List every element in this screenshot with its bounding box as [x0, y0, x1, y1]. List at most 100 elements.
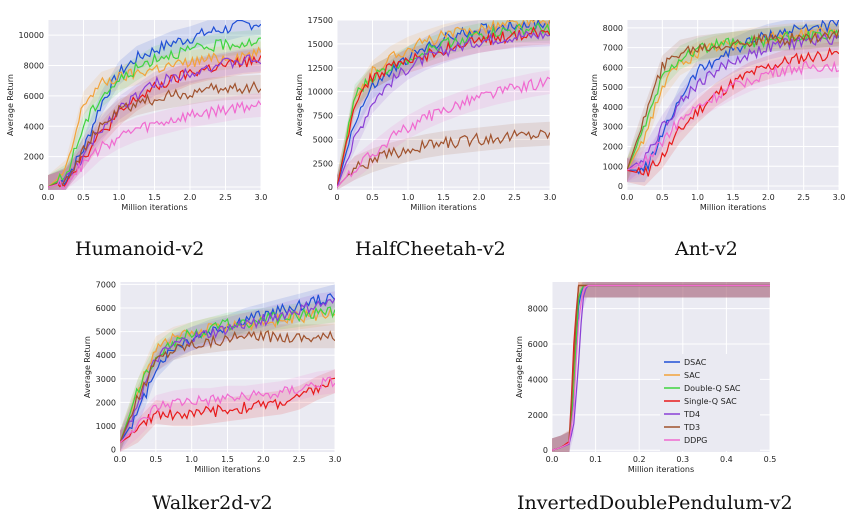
- series-band: [120, 369, 335, 452]
- x-tick-label: 0.2: [633, 455, 646, 464]
- y-tick-label: 7000: [96, 280, 116, 289]
- series-line: [337, 20, 550, 188]
- x-tick-label: 0.5: [366, 193, 379, 202]
- y-axis-label: Average Return: [515, 336, 524, 398]
- x-tick-label: 1.5: [148, 193, 161, 202]
- series-band: [337, 70, 550, 190]
- series-line: [552, 284, 770, 451]
- x-tick-label: 1.5: [437, 193, 450, 202]
- series-band: [48, 93, 261, 190]
- series-line: [120, 293, 335, 443]
- legend-label: Single-Q SAC: [684, 397, 737, 406]
- series-line: [120, 306, 335, 443]
- series-band: [552, 282, 770, 452]
- x-tick-label: 0.0: [621, 193, 634, 202]
- series-line: [48, 37, 261, 188]
- y-tick-label: 1000: [603, 162, 623, 171]
- x-axis-label: Million iterations: [700, 203, 766, 212]
- series-band: [337, 20, 550, 190]
- series-band: [627, 41, 839, 187]
- x-axis-label: Million iterations: [410, 203, 476, 212]
- series-group: [337, 20, 550, 190]
- series-line: [120, 307, 335, 443]
- series-band: [337, 20, 550, 190]
- series-line: [337, 30, 550, 188]
- y-tick-label: 3000: [603, 123, 623, 132]
- y-tick-label: 2000: [603, 143, 623, 152]
- y-axis-label: Average Return: [6, 74, 15, 136]
- x-tick-label: 2.0: [257, 455, 270, 464]
- x-tick-label: 3.0: [255, 193, 268, 202]
- series-group: [627, 20, 839, 187]
- x-tick-label: 0.5: [77, 193, 90, 202]
- y-axis-label: Average Return: [83, 336, 92, 398]
- y-tick-label: 5000: [96, 328, 116, 337]
- subplot-2: 0.0 0.5 1.0 1.5 2.0 2.5 3.0 0 1000 2000 3000 4000 50…: [590, 20, 846, 212]
- x-tick-label: 0.1: [589, 455, 602, 464]
- y-axis-label: Average Return: [590, 74, 599, 136]
- legend-label: TD3: [683, 423, 700, 432]
- subplot-1: 0 0.5 1.0 1.5 2.0 2.5 3.0 0 2500 5000 7500 10000 125…: [295, 16, 556, 212]
- series-band: [120, 298, 335, 452]
- series-line: [48, 80, 261, 188]
- y-tick-label: 5000: [313, 135, 333, 144]
- series-line: [48, 46, 261, 188]
- series-line: [48, 20, 261, 188]
- x-tick-label: 0.5: [149, 455, 162, 464]
- x-tick-label: 2.5: [508, 193, 521, 202]
- series-line: [627, 29, 839, 171]
- y-tick-label: 17500: [308, 16, 333, 25]
- y-tick-label: 4000: [96, 351, 116, 360]
- series-band: [337, 20, 550, 190]
- series-band: [120, 300, 335, 452]
- x-tick-label: 2.0: [762, 193, 775, 202]
- y-tick-label: 2000: [24, 153, 44, 162]
- x-tick-label: 1.5: [727, 193, 740, 202]
- y-tick-label: 0: [111, 446, 116, 455]
- x-tick-label: 2.5: [219, 193, 232, 202]
- y-tick-label: 0: [543, 446, 548, 455]
- x-tick-label: 0.0: [546, 455, 559, 464]
- y-tick-label: 6000: [603, 63, 623, 72]
- y-tick-label: 7000: [603, 44, 623, 53]
- x-tick-label: 2.5: [797, 193, 810, 202]
- x-tick-label: 1.0: [691, 193, 704, 202]
- y-axis-label: Average Return: [295, 74, 304, 136]
- series-line: [337, 129, 550, 188]
- y-tick-label: 7500: [313, 112, 333, 121]
- x-tick-label: 0.0: [114, 455, 127, 464]
- y-tick-label: 0: [328, 183, 333, 192]
- legend-label: TD4: [683, 410, 700, 419]
- y-tick-label: 15000: [308, 40, 333, 49]
- y-tick-label: 2000: [96, 398, 116, 407]
- x-tick-label: 1.5: [221, 455, 234, 464]
- series-band: [627, 21, 839, 183]
- series-line: [48, 54, 261, 188]
- series-line: [627, 47, 839, 177]
- x-axis-label: Million iterations: [194, 465, 260, 474]
- x-tick-label: 0: [334, 193, 339, 202]
- series-band: [48, 41, 261, 190]
- subplot-3: 0.0 0.5 1.0 1.5 2.0 2.5 3.0 0 1000 2000 3000 4000 50…: [83, 280, 341, 474]
- x-tick-label: 3.0: [833, 193, 846, 202]
- series-line: [627, 29, 839, 171]
- series-band: [337, 20, 550, 190]
- y-tick-label: 8000: [603, 24, 623, 33]
- series-line: [48, 99, 261, 190]
- series-band: [120, 369, 335, 452]
- x-tick-label: 2.0: [473, 193, 486, 202]
- y-tick-label: 6000: [528, 340, 548, 349]
- y-tick-label: 6000: [24, 92, 44, 101]
- series-group: [48, 20, 261, 190]
- legend: DSAC SAC Double-Q SAC Single-Q SAC TD4 TD3 DDP…: [660, 354, 760, 451]
- caption-humanoid: Humanoid-v2: [75, 238, 205, 260]
- series-line: [627, 20, 839, 175]
- subplot-4: 0.0 0.1 0.2 0.3 0.4 0.5 0 2000 4000 6000 8000 Milli…: [515, 282, 776, 474]
- y-tick-label: 4000: [528, 375, 548, 384]
- y-tick-label: 10000: [308, 88, 333, 97]
- series-group: [120, 284, 335, 452]
- y-tick-label: 3000: [96, 375, 116, 384]
- series-band: [337, 22, 550, 190]
- x-tick-label: 1.0: [185, 455, 198, 464]
- series-band: [120, 324, 335, 452]
